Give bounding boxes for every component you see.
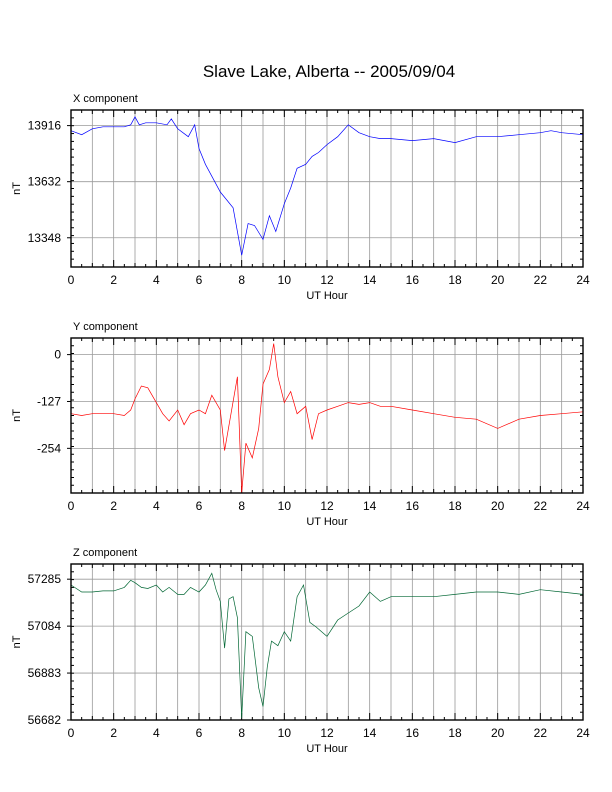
y-tick-label: -127 [37, 394, 61, 408]
x-tick-label: 22 [534, 273, 548, 287]
x-tick-label: 18 [448, 726, 462, 740]
x-tick-label: 10 [278, 273, 292, 287]
x-tick-label: 4 [153, 726, 160, 740]
x-tick-label: 14 [363, 726, 377, 740]
x-axis-label: UT Hour [306, 743, 348, 755]
panel-label: Z component [73, 547, 137, 559]
x-tick-label: 6 [196, 726, 203, 740]
x-tick-label: 8 [238, 499, 245, 513]
plot-frame [70, 337, 584, 494]
panel-label: Y component [73, 321, 138, 333]
y-tick-label: 0 [54, 348, 61, 362]
x-tick-label: 10 [278, 726, 292, 740]
x-tick-label: 6 [196, 499, 203, 513]
y-axis-label: nT [11, 182, 23, 195]
x-tick-label: 24 [576, 273, 590, 287]
x-tick-label: 22 [534, 726, 548, 740]
x-tick-label: 8 [238, 726, 245, 740]
y-axis-label: nT [11, 635, 23, 648]
x-tick-label: 16 [406, 726, 420, 740]
x-tick-label: 4 [153, 273, 160, 287]
x-tick-label: 16 [406, 499, 420, 513]
y-tick-label: 13916 [28, 119, 62, 133]
x-tick-label: 12 [320, 499, 334, 513]
x-tick-label: 10 [278, 499, 292, 513]
plot-frame [70, 563, 584, 721]
y-tick-label: -254 [37, 441, 61, 455]
x-tick-label: 12 [320, 726, 334, 740]
x-tick-label: 0 [68, 273, 75, 287]
x-tick-label: 22 [534, 499, 548, 513]
y-tick-label: 57084 [28, 619, 62, 633]
x-tick-label: 8 [238, 273, 245, 287]
x-tick-label: 24 [576, 726, 590, 740]
y-axis-label: nT [11, 409, 23, 422]
chart-title: Slave Lake, Alberta -- 2005/09/04 [203, 62, 455, 81]
x-tick-label: 20 [491, 273, 505, 287]
x-tick-label: 0 [68, 726, 75, 740]
x-tick-label: 6 [196, 273, 203, 287]
x-tick-label: 20 [491, 499, 505, 513]
x-tick-label: 14 [363, 273, 377, 287]
series-line [70, 116, 584, 256]
y-tick-label: 56682 [28, 713, 62, 727]
plot-frame [70, 109, 584, 268]
x-tick-label: 20 [491, 726, 505, 740]
x-axis-label: UT Hour [306, 290, 348, 302]
x-tick-label: 0 [68, 499, 75, 513]
x-tick-label: 4 [153, 499, 160, 513]
x-tick-label: 14 [363, 499, 377, 513]
y-tick-label: 13348 [28, 231, 62, 245]
x-tick-label: 24 [576, 499, 590, 513]
y-tick-label: 56883 [28, 666, 62, 680]
x-tick-label: 2 [110, 273, 117, 287]
series-line [70, 343, 584, 494]
x-tick-label: 18 [448, 273, 462, 287]
y-tick-label: 13632 [28, 175, 62, 189]
x-axis-label: UT Hour [306, 516, 348, 528]
x-tick-label: 2 [110, 499, 117, 513]
x-tick-label: 18 [448, 499, 462, 513]
series-line [70, 572, 584, 719]
x-tick-label: 12 [320, 273, 334, 287]
panel-label: X component [73, 93, 138, 105]
y-tick-label: 57285 [28, 572, 62, 586]
x-tick-label: 2 [110, 726, 117, 740]
x-tick-label: 16 [406, 273, 420, 287]
